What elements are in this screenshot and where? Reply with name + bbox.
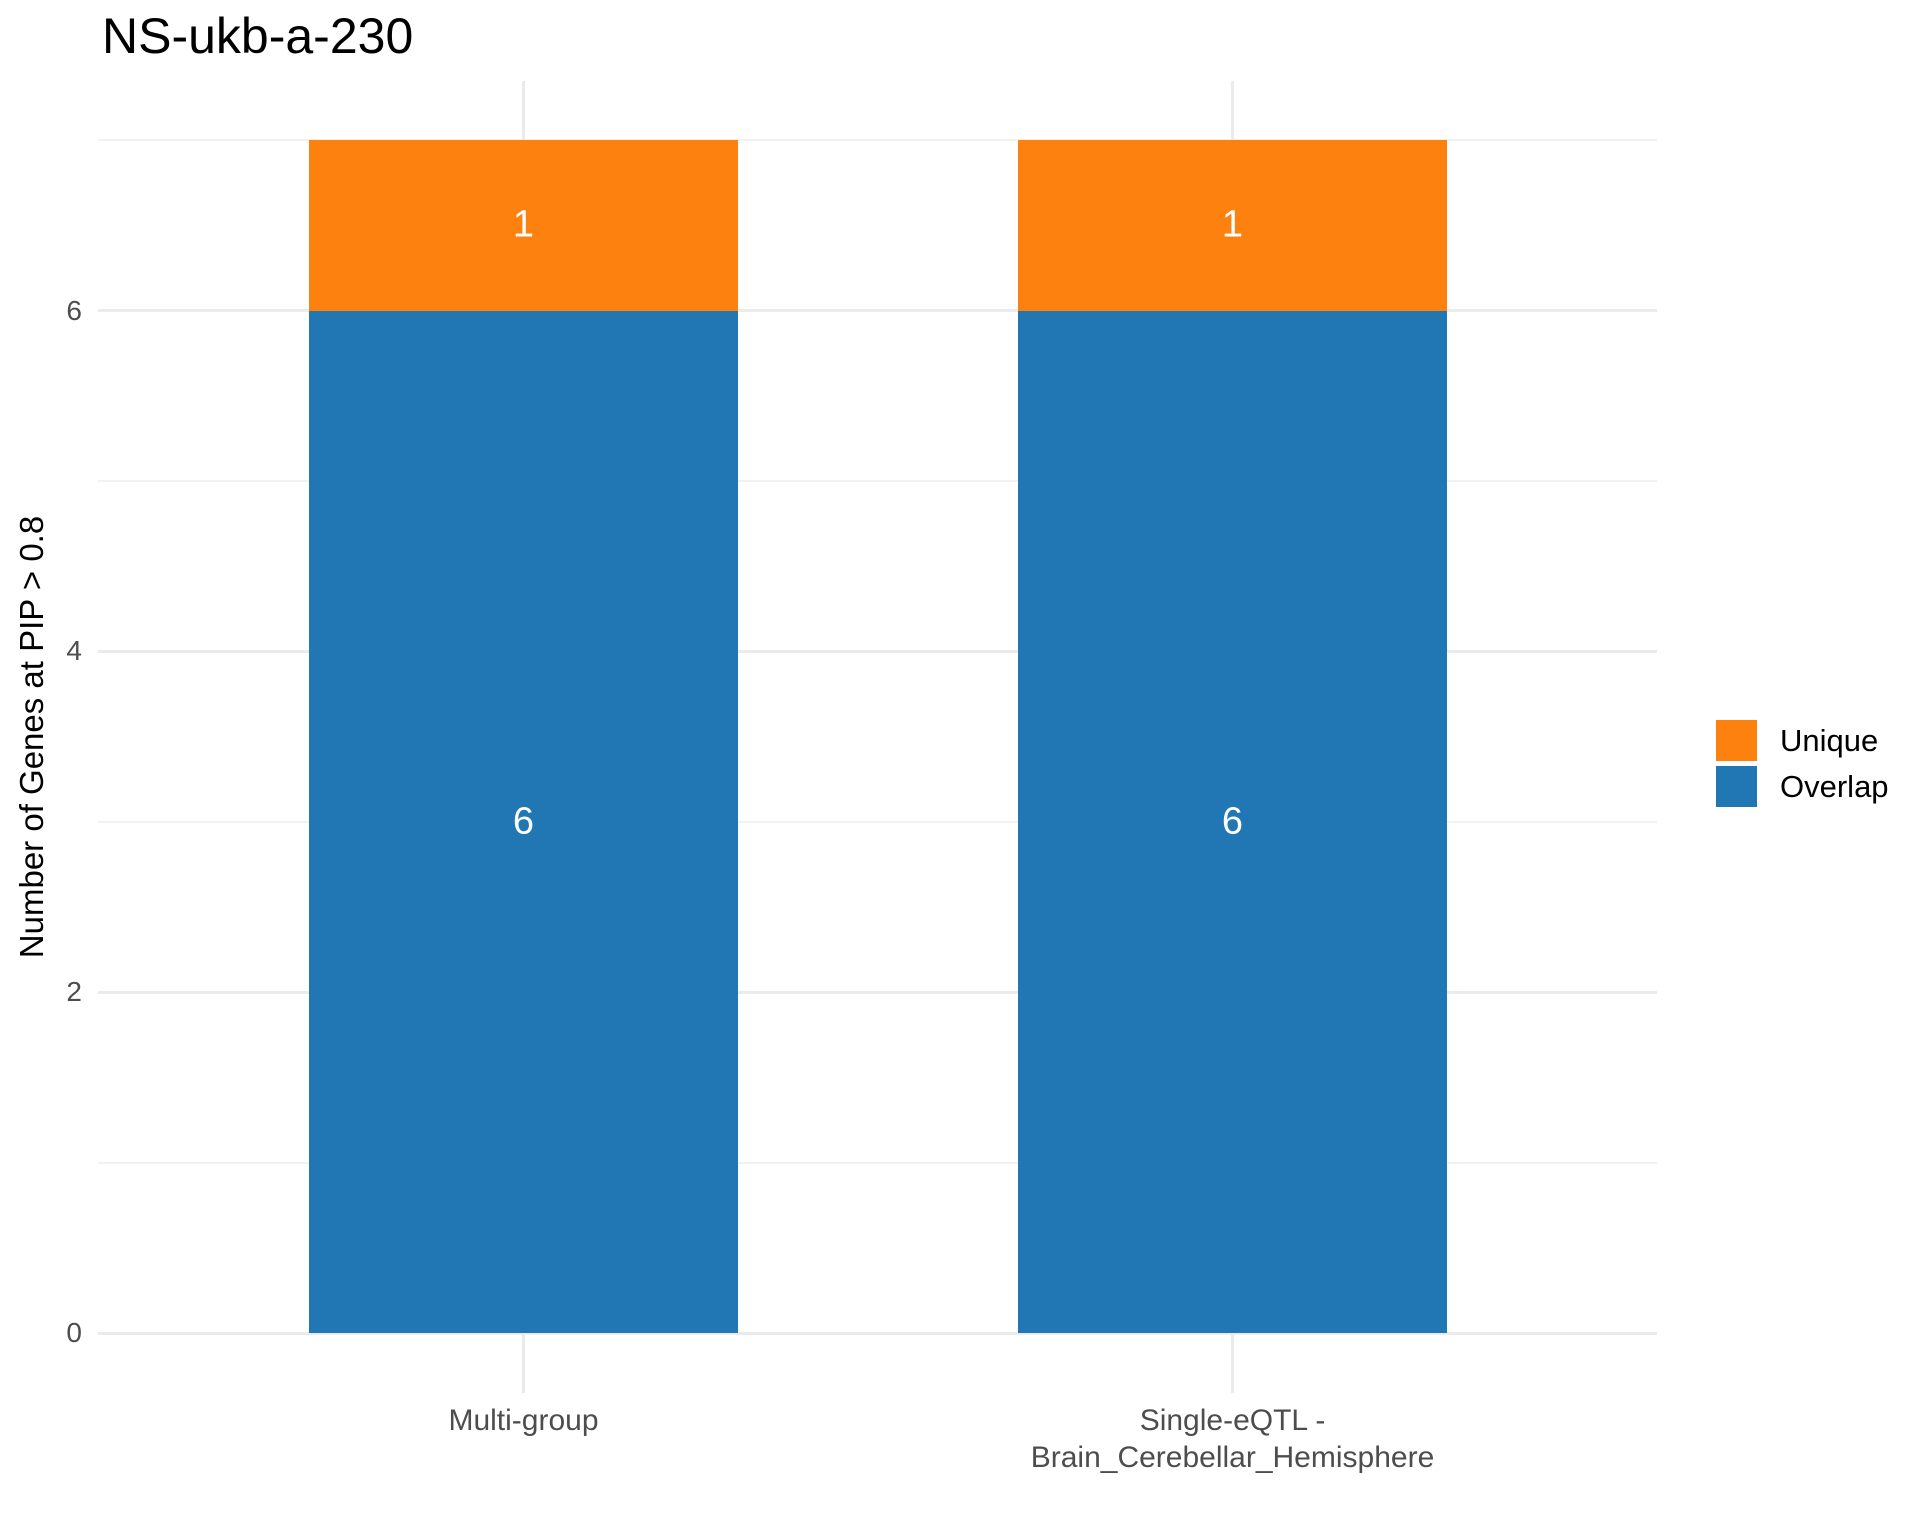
gridline-minor [98,1161,1657,1164]
gridline-major [98,649,1657,653]
x-tick-label: Single-eQTL - Brain_Cerebellar_Hemisphere [883,1402,1583,1476]
x-tick-label-line: Single-eQTL - [1139,1404,1326,1437]
bar-value-label: 6 [512,800,535,843]
y-tick-label: 2 [66,976,82,1008]
gridline-major [98,1331,1657,1335]
gridline-minor [98,139,1657,142]
legend-swatch-overlap [1716,766,1757,807]
bar-segment-overlap [309,310,738,1333]
bar-segment-overlap [1018,310,1447,1333]
gridline-major [98,990,1657,994]
bar-value-label: 6 [1221,800,1244,843]
x-tick-label-line: Brain_Cerebellar_Hemisphere [1030,1441,1435,1474]
plot-panel: 6 1 6 1 [98,81,1657,1393]
y-tick-label: 6 [66,294,82,326]
x-tick-label-line: Multi-group [448,1404,599,1437]
bar-segment-unique [309,140,738,311]
y-axis-title: Number of Genes at PIP > 0.8 [13,515,50,959]
bar-segment-unique [1018,140,1447,311]
y-tick-label: 4 [66,635,82,667]
x-tick-label: Multi-group [174,1402,874,1439]
y-tick-label: 0 [66,1317,82,1348]
legend-label-overlap: Overlap [1780,768,1889,804]
bar-value-label: 1 [1221,203,1244,246]
gridline-minor [98,820,1657,823]
chart-title: NS-ukb-a-230 [102,8,414,64]
bar-value-label: 1 [512,203,535,246]
legend-swatch-unique [1716,720,1757,761]
gridline-major [98,309,1657,313]
legend-label-unique: Unique [1780,722,1879,758]
gridline-minor [98,480,1657,482]
